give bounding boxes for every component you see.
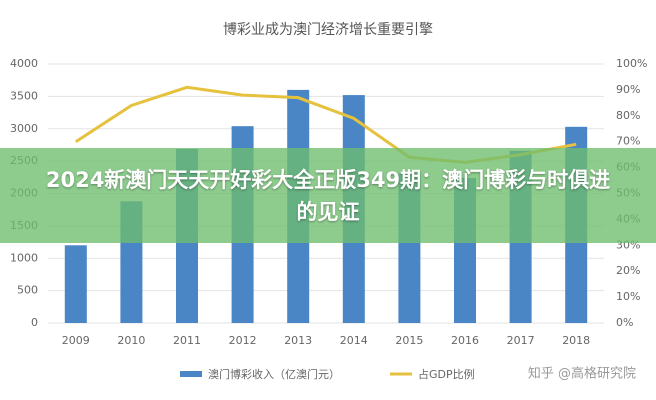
y2-tick-label: 10% — [616, 290, 640, 303]
y-tick-label: 3500 — [10, 89, 38, 102]
bar — [64, 245, 87, 323]
y-tick-label: 3000 — [10, 122, 38, 135]
y2-tick-label: 70% — [616, 135, 640, 148]
legend-swatch — [180, 371, 202, 377]
x-tick-label: 2009 — [62, 334, 90, 347]
y2-tick-label: 100% — [616, 57, 647, 70]
x-tick-label: 2018 — [562, 334, 590, 347]
banner: 2024新澳门天天开好彩大全正版349期：澳门博彩与时俱进的见证 — [0, 148, 656, 243]
y2-tick-label: 90% — [616, 83, 640, 96]
watermark: 知乎 @高格研究院 — [528, 366, 636, 382]
x-tick-label: 2012 — [229, 334, 257, 347]
x-tick-label: 2014 — [340, 334, 368, 347]
x-tick-label: 2015 — [395, 334, 423, 347]
x-tick-label: 2011 — [173, 334, 201, 347]
y-tick-label: 1000 — [10, 251, 38, 264]
legend-label: 澳门博彩收入（亿澳门元） — [208, 367, 340, 381]
y-tick-label: 0 — [31, 316, 38, 329]
x-tick-label: 2013 — [284, 334, 312, 347]
y2-tick-label: 80% — [616, 109, 640, 122]
y2-tick-label: 20% — [616, 264, 640, 277]
y-tick-label: 500 — [17, 284, 38, 297]
y2-tick-label: 0% — [616, 316, 633, 329]
y-tick-label: 4000 — [10, 57, 38, 70]
chart-title: 博彩业成为澳门经济增长重要引擎 — [223, 21, 433, 38]
x-tick-label: 2010 — [117, 334, 145, 347]
legend-label: 占GDP比例 — [418, 367, 475, 381]
x-tick-label: 2016 — [451, 334, 479, 347]
x-tick-label: 2017 — [507, 334, 535, 347]
